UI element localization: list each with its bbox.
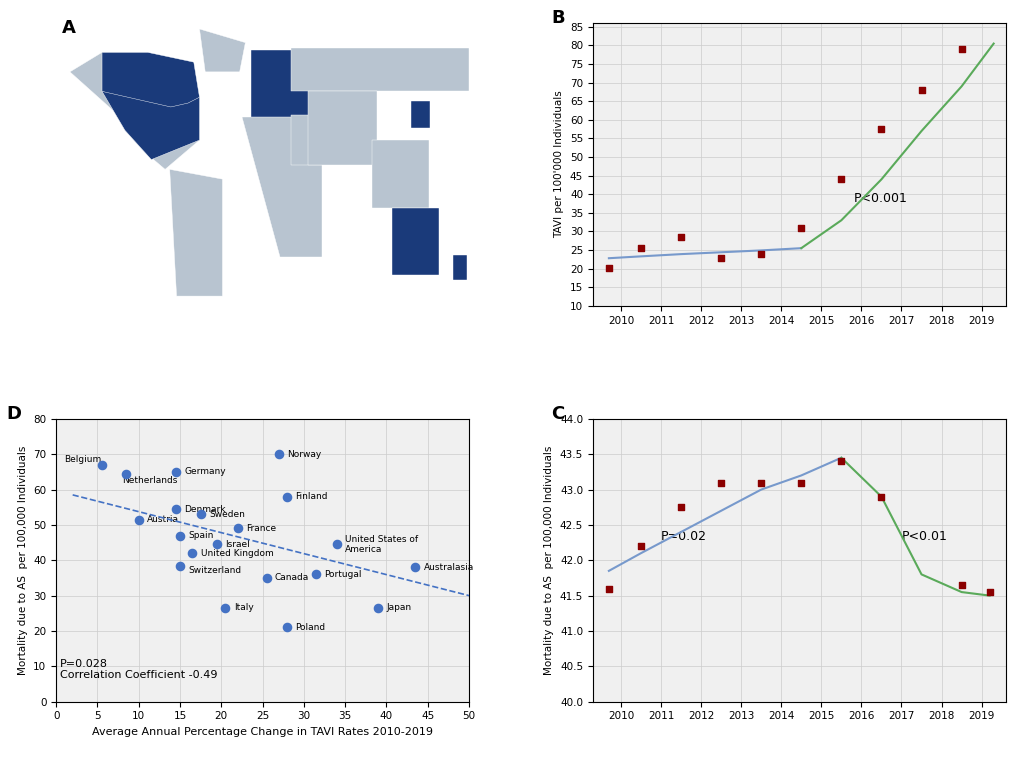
Point [713, 252, 729, 264]
Text: France: France [246, 524, 277, 533]
Point [833, 173, 849, 186]
Polygon shape [69, 52, 199, 170]
Point [230, 522, 246, 534]
Point [279, 621, 295, 634]
Point [131, 513, 147, 526]
Text: P<0.01: P<0.01 [902, 530, 947, 544]
Point [407, 561, 424, 574]
Text: Sweden: Sweden [209, 510, 245, 519]
Point [172, 560, 188, 572]
Text: Canada: Canada [275, 574, 309, 582]
Point [873, 123, 889, 136]
Point [308, 568, 325, 581]
Point [981, 586, 998, 598]
Y-axis label: Mortality due to AS  per 100,000 Individuals: Mortality due to AS per 100,000 Individu… [17, 446, 28, 675]
Point [914, 702, 930, 715]
Text: Portugal: Portugal [325, 570, 362, 579]
Point [329, 538, 345, 550]
Point [673, 501, 689, 513]
Point [914, 84, 930, 96]
Text: C: C [551, 405, 565, 423]
Text: P<0.001: P<0.001 [854, 192, 908, 204]
Point [167, 466, 184, 478]
Text: P=0.02: P=0.02 [661, 530, 707, 544]
Point [873, 490, 889, 503]
Point [673, 231, 689, 243]
Text: Germany: Germany [184, 467, 226, 476]
Point [954, 43, 970, 56]
Text: Switzerland: Switzerland [188, 567, 241, 575]
Point [258, 572, 275, 584]
Point [633, 242, 649, 254]
Point [833, 455, 849, 467]
Y-axis label: TAVI per 100'000 Individuals: TAVI per 100'000 Individuals [554, 91, 565, 238]
Polygon shape [453, 255, 467, 281]
Point [600, 261, 617, 274]
Polygon shape [102, 52, 199, 107]
Text: Spain: Spain [188, 531, 213, 540]
Polygon shape [308, 92, 377, 166]
Point [271, 448, 287, 460]
Polygon shape [251, 50, 310, 119]
Text: Belgium: Belgium [64, 455, 102, 464]
Point [793, 476, 810, 489]
Point [193, 508, 209, 520]
Text: United Kingdom: United Kingdom [201, 549, 274, 557]
Point [184, 547, 200, 560]
Point [793, 221, 810, 234]
Text: A: A [62, 19, 76, 37]
Point [633, 540, 649, 552]
Y-axis label: Mortality due to AS  per 100,000 Individuals: Mortality due to AS per 100,000 Individu… [544, 446, 554, 675]
Polygon shape [410, 101, 430, 129]
Point [753, 476, 770, 489]
Point [93, 459, 109, 471]
Text: Australasia: Australasia [424, 563, 474, 572]
Point [753, 247, 770, 260]
Text: Italy: Italy [234, 604, 253, 612]
Text: Denmark: Denmark [184, 504, 226, 513]
Polygon shape [102, 92, 199, 160]
Polygon shape [291, 49, 469, 92]
Text: B: B [551, 9, 566, 27]
Text: United States of
America: United States of America [345, 534, 419, 554]
Polygon shape [392, 208, 439, 274]
Point [370, 602, 386, 614]
Polygon shape [372, 140, 429, 208]
Text: Israel: Israel [226, 540, 250, 549]
Point [217, 602, 234, 614]
Text: Finland: Finland [296, 492, 328, 501]
Point [279, 490, 295, 503]
Text: Austria: Austria [147, 515, 179, 524]
X-axis label: Average Annual Percentage Change in TAVI Rates 2010-2019: Average Annual Percentage Change in TAVI… [92, 727, 433, 737]
Text: Poland: Poland [296, 623, 326, 632]
Polygon shape [242, 116, 323, 257]
Point [118, 467, 135, 480]
Polygon shape [169, 170, 223, 296]
Point [713, 476, 729, 489]
Text: P=0.028
Correlation Coefficient -0.49: P=0.028 Correlation Coefficient -0.49 [60, 658, 217, 681]
Point [954, 579, 970, 591]
Text: Netherlands: Netherlands [123, 476, 178, 484]
Text: Norway: Norway [287, 449, 322, 459]
Point [209, 538, 226, 550]
Text: D: D [6, 405, 21, 423]
Polygon shape [199, 29, 245, 72]
Point [600, 582, 617, 594]
Point [172, 530, 188, 542]
Text: Japan: Japan [386, 604, 411, 612]
Polygon shape [291, 115, 334, 166]
Point [167, 503, 184, 515]
